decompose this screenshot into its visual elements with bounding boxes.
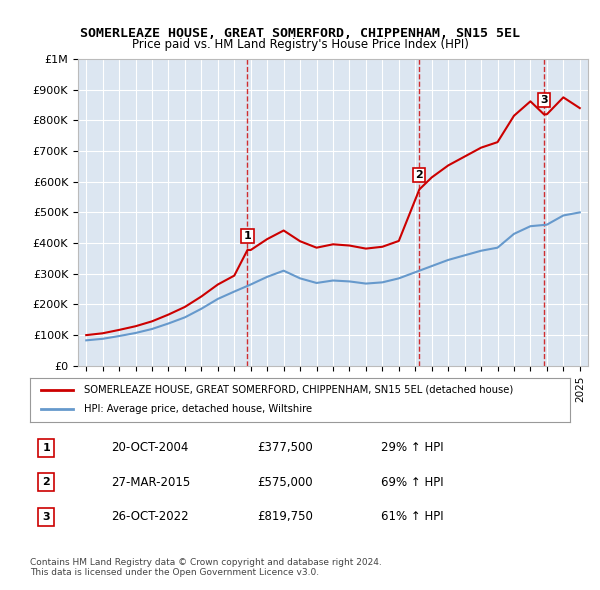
Text: Contains HM Land Registry data © Crown copyright and database right 2024.
This d: Contains HM Land Registry data © Crown c… xyxy=(30,558,382,577)
Text: HPI: Average price, detached house, Wiltshire: HPI: Average price, detached house, Wilt… xyxy=(84,405,312,414)
Text: 1: 1 xyxy=(43,443,50,453)
Text: £377,500: £377,500 xyxy=(257,441,313,454)
Text: 3: 3 xyxy=(540,95,548,105)
Text: 20-OCT-2004: 20-OCT-2004 xyxy=(111,441,188,454)
Text: 61% ↑ HPI: 61% ↑ HPI xyxy=(381,510,443,523)
Text: 27-MAR-2015: 27-MAR-2015 xyxy=(111,476,190,489)
Text: £819,750: £819,750 xyxy=(257,510,313,523)
Text: 26-OCT-2022: 26-OCT-2022 xyxy=(111,510,188,523)
Text: 69% ↑ HPI: 69% ↑ HPI xyxy=(381,476,443,489)
Text: 2: 2 xyxy=(43,477,50,487)
Text: 2: 2 xyxy=(415,170,423,180)
Text: 3: 3 xyxy=(43,512,50,522)
Text: £575,000: £575,000 xyxy=(257,476,313,489)
Text: SOMERLEAZE HOUSE, GREAT SOMERFORD, CHIPPENHAM, SN15 5EL (detached house): SOMERLEAZE HOUSE, GREAT SOMERFORD, CHIPP… xyxy=(84,385,513,395)
Text: SOMERLEAZE HOUSE, GREAT SOMERFORD, CHIPPENHAM, SN15 5EL: SOMERLEAZE HOUSE, GREAT SOMERFORD, CHIPP… xyxy=(80,27,520,40)
Text: Price paid vs. HM Land Registry's House Price Index (HPI): Price paid vs. HM Land Registry's House … xyxy=(131,38,469,51)
Text: 1: 1 xyxy=(244,231,251,241)
Text: 29% ↑ HPI: 29% ↑ HPI xyxy=(381,441,443,454)
